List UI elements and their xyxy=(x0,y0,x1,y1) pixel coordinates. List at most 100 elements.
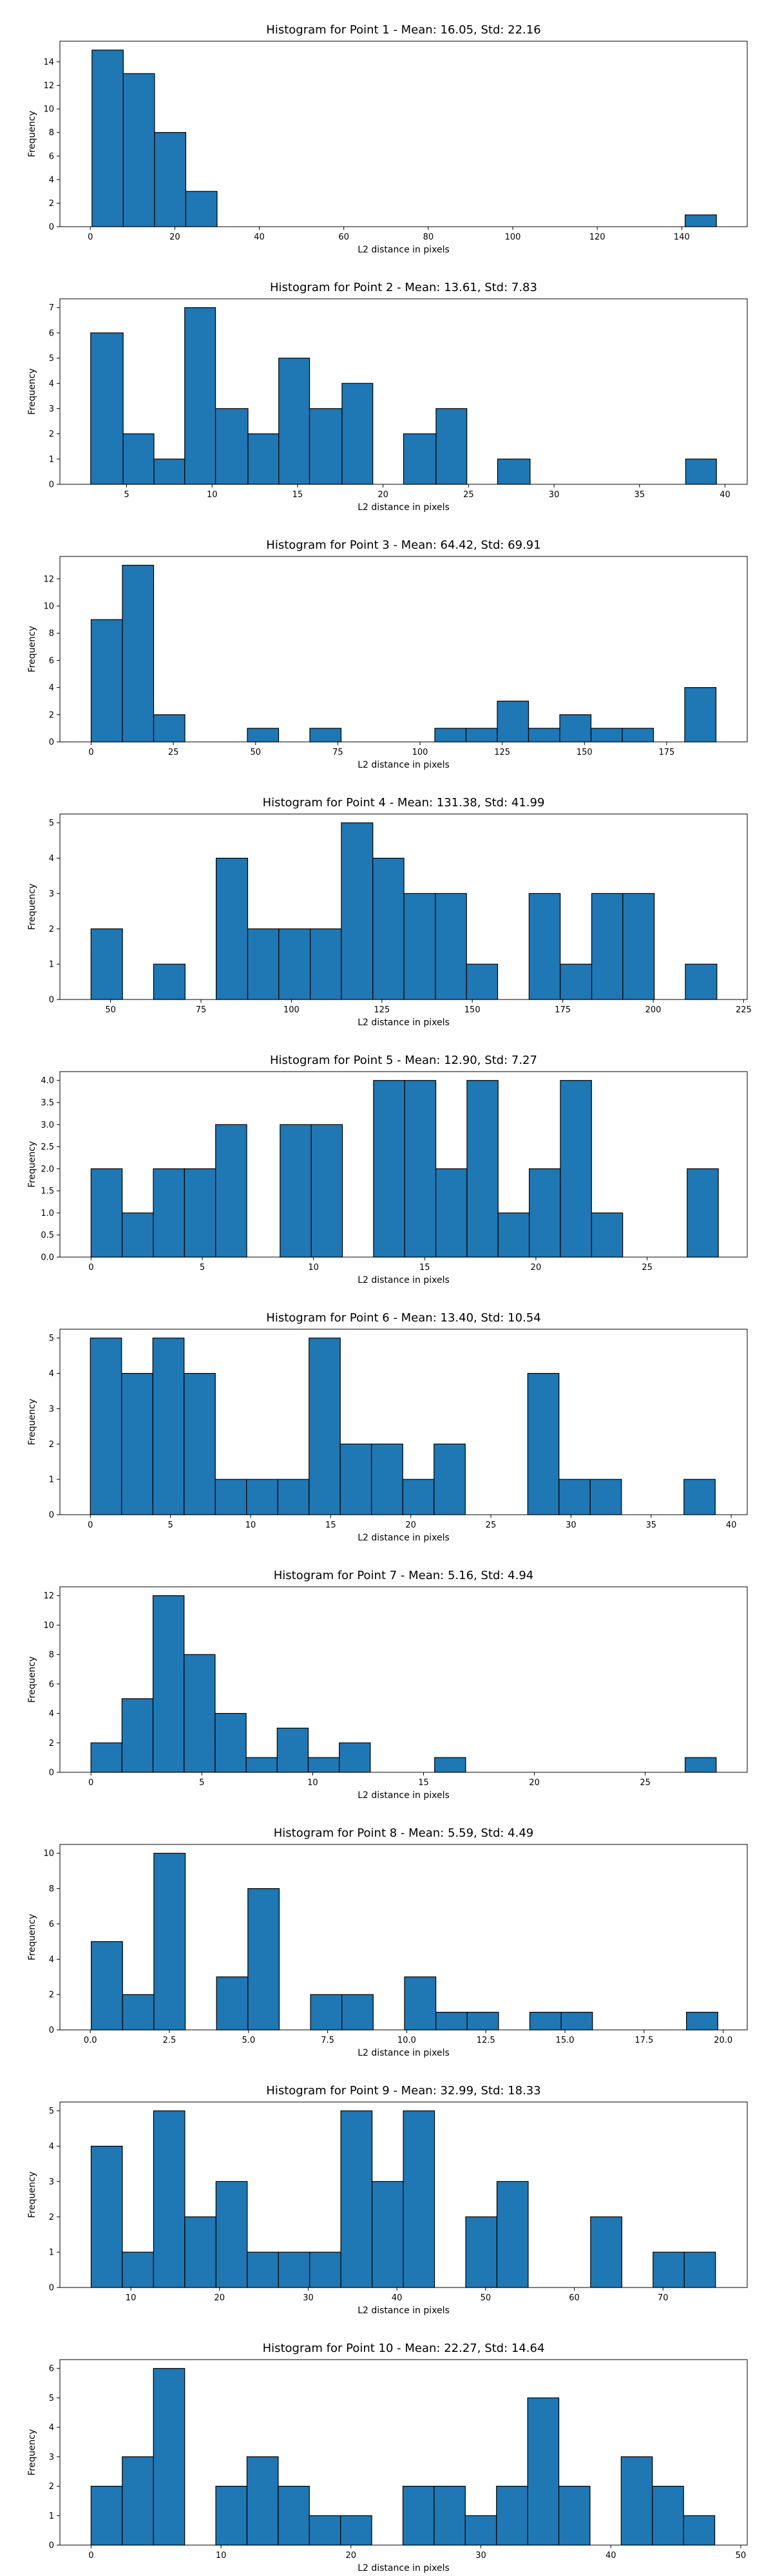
y-tick-label: 8 xyxy=(49,128,54,138)
histogram-bar xyxy=(341,383,374,485)
y-tick-label: 6 xyxy=(49,152,54,162)
histogram-bar xyxy=(528,1168,561,1258)
histogram-bar xyxy=(685,1757,717,1773)
y-tick-label: 0 xyxy=(49,480,54,490)
x-axis-label: L2 distance in pixels xyxy=(358,2563,450,2573)
x-tick-label: 10 xyxy=(216,2551,227,2561)
y-tick-label: 3 xyxy=(49,404,54,414)
histogram-bar xyxy=(435,893,467,1000)
histogram-bar xyxy=(185,191,218,227)
chart-title: Histogram for Point 5 - Mean: 12.90, Std… xyxy=(270,1054,537,1067)
x-tick-label: 5.0 xyxy=(242,2036,255,2045)
histogram-bar xyxy=(246,2456,279,2546)
histogram-bar xyxy=(340,2515,372,2546)
histogram-bar xyxy=(277,1479,310,1515)
histogram-bar xyxy=(497,1212,530,1258)
x-tick-label: 7.5 xyxy=(321,2036,334,2045)
x-tick-label: 0.0 xyxy=(84,2036,97,2045)
histogram-bar xyxy=(685,963,718,1000)
x-tick-label: 125 xyxy=(374,1005,390,1015)
chart-title: Histogram for Point 3 - Mean: 64.42, Std… xyxy=(266,538,540,552)
y-tick-label: 0 xyxy=(49,223,54,232)
histogram-bar xyxy=(496,2485,528,2546)
y-tick-label: 2 xyxy=(49,2213,54,2222)
x-tick-label: 15 xyxy=(418,1778,429,1788)
histogram-bar xyxy=(341,1994,374,2031)
histogram-bar xyxy=(652,2485,684,2546)
histogram-bar xyxy=(247,433,280,485)
histogram-bar xyxy=(153,714,186,743)
y-axis-label: Frequency xyxy=(27,626,37,672)
histogram-chart-7: Histogram for Point 7 - Mean: 5.16, Std:… xyxy=(27,1569,748,1801)
histogram-bar xyxy=(589,1479,622,1515)
y-tick-label: 0.5 xyxy=(41,1231,54,1240)
x-tick-label: 20 xyxy=(377,490,388,500)
histogram-bar xyxy=(91,1941,123,2031)
y-tick-label: 14 xyxy=(43,58,54,68)
x-tick-label: 10 xyxy=(207,490,218,500)
x-tick-label: 15 xyxy=(292,490,303,500)
x-tick-label: 12.5 xyxy=(477,2036,495,2045)
histogram-bar xyxy=(373,1080,405,1258)
y-tick-label: 10 xyxy=(43,105,54,115)
histogram-bar xyxy=(184,1168,216,1258)
x-tick-label: 200 xyxy=(645,1005,662,1015)
histogram-bar xyxy=(122,1212,154,1258)
plot-frame xyxy=(59,2359,748,2546)
histogram-chart-1: Histogram for Point 1 - Mean: 16.05, Std… xyxy=(27,23,748,255)
y-tick-label: 10 xyxy=(43,1849,54,1859)
histogram-bar xyxy=(153,459,186,485)
histogram-bar xyxy=(216,1976,249,2031)
histogram-bar xyxy=(527,2397,560,2546)
x-tick-label: 50 xyxy=(736,2551,747,2561)
y-tick-label: 0 xyxy=(49,2541,54,2551)
histogram-bar xyxy=(90,619,123,743)
y-tick-label: 4.0 xyxy=(41,1076,54,1086)
y-tick-label: 5 xyxy=(49,1334,54,1343)
y-tick-label: 4 xyxy=(49,1369,54,1379)
y-tick-label: 3 xyxy=(49,889,54,899)
histogram-bar xyxy=(153,2110,186,2288)
histogram-bar xyxy=(404,1080,437,1258)
y-tick-label: 2 xyxy=(49,430,54,439)
x-axis-label: L2 distance in pixels xyxy=(358,2306,450,2316)
y-axis-label: Frequency xyxy=(27,111,37,157)
histogram-bar xyxy=(465,2216,498,2288)
x-tick-label: 30 xyxy=(475,2551,486,2561)
histogram-bar xyxy=(591,893,624,1000)
y-tick-label: 8 xyxy=(49,629,54,639)
histogram-bar xyxy=(90,928,123,1000)
x-tick-label: 140 xyxy=(674,232,690,242)
x-tick-label: 5 xyxy=(167,1520,173,1530)
histogram-bar xyxy=(215,2181,248,2288)
x-tick-label: 25 xyxy=(642,1263,653,1273)
histogram-chart-10: Histogram for Point 10 - Mean: 22.27, St… xyxy=(27,2342,748,2573)
histogram-bar xyxy=(497,701,530,743)
histogram-bar xyxy=(309,2251,341,2288)
x-tick-label: 225 xyxy=(736,1005,752,1015)
x-tick-label: 20 xyxy=(346,2551,357,2561)
histogram-bar xyxy=(246,1479,278,1515)
x-tick-label: 30 xyxy=(303,2293,314,2303)
x-tick-label: 75 xyxy=(196,1005,207,1015)
histogram-bar xyxy=(122,2251,154,2288)
x-tick-label: 40 xyxy=(606,2551,616,2561)
histogram-bar xyxy=(372,857,405,1000)
y-tick-label: 6 xyxy=(49,1680,54,1689)
histogram-chart-4: Histogram for Point 4 - Mean: 131.38, St… xyxy=(27,796,752,1028)
plot-frame xyxy=(59,41,748,227)
x-tick-label: 20.0 xyxy=(714,2036,732,2045)
histogram-bar xyxy=(372,2181,404,2288)
histogram-bar xyxy=(276,1727,309,1773)
histogram-bar xyxy=(309,728,342,743)
histogram-bar xyxy=(90,1338,122,1515)
y-tick-label: 2.5 xyxy=(41,1142,54,1152)
plot-frame xyxy=(59,556,748,743)
histogram-bar xyxy=(339,1742,371,1773)
y-tick-label: 6 xyxy=(49,2364,54,2374)
x-tick-label: 0 xyxy=(88,1263,93,1273)
x-tick-label: 25 xyxy=(486,1520,497,1530)
histogram-bar xyxy=(341,822,374,1000)
x-tick-label: 175 xyxy=(555,1005,571,1015)
histogram-bar xyxy=(215,408,249,485)
